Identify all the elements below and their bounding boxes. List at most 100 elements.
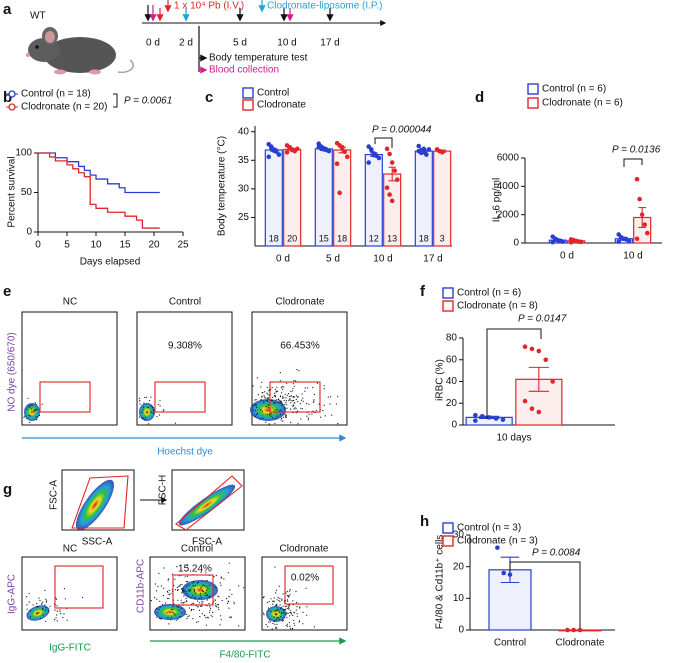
event-dot (170, 619, 172, 621)
event-dot (278, 609, 280, 611)
gate (71, 475, 129, 529)
event-dot (173, 613, 175, 615)
event-dot (186, 565, 188, 567)
event-dot (200, 605, 202, 608)
event-dot (252, 385, 254, 387)
event-dot (276, 608, 278, 610)
data-point (642, 222, 648, 227)
bar (264, 149, 283, 247)
event-dot (318, 403, 320, 405)
event-dot (187, 616, 189, 618)
event-dot (44, 609, 46, 611)
event-dot (157, 403, 159, 406)
event-dot (220, 577, 223, 579)
event-dot (199, 592, 202, 595)
data-point (565, 627, 570, 633)
event-dot (28, 601, 30, 603)
event-dot (186, 600, 188, 603)
event-dot (44, 589, 46, 592)
event-dot (292, 387, 294, 389)
event-dot (180, 599, 182, 601)
event-dot (215, 574, 217, 577)
event-dot (34, 402, 37, 404)
day-label: 10 d (277, 38, 296, 49)
event-dot (289, 625, 291, 628)
y-tick-label: 25 (238, 212, 250, 223)
legend-label: Clodronate (257, 100, 306, 111)
event-dot (273, 601, 275, 603)
event-dot (38, 414, 41, 417)
event-dot (306, 606, 308, 608)
x-tick-label: 0 d (276, 254, 290, 265)
density (75, 479, 236, 531)
event-dot (174, 614, 176, 616)
event-dot (290, 402, 292, 404)
bar (283, 148, 302, 247)
event-dot (279, 410, 281, 412)
event-dot (183, 602, 185, 604)
event-dots (23, 369, 339, 425)
x-tick-label: 10 (90, 240, 102, 251)
event-dot (37, 606, 39, 608)
error-bar (388, 166, 396, 182)
event-dot (284, 608, 286, 610)
event-dot (181, 588, 183, 590)
event-dot (274, 396, 276, 398)
event-dot (219, 624, 221, 626)
event-dot (275, 619, 278, 621)
mouse-label: WT (30, 11, 46, 22)
event-dot (290, 612, 292, 614)
annotation: P = 0.0136 (612, 145, 661, 156)
event-dot (280, 419, 282, 421)
event-dot (281, 401, 283, 403)
event-dot (286, 404, 288, 406)
event-dot (28, 414, 30, 417)
event-dot (217, 595, 219, 597)
legend-test: Body temperature test (209, 53, 308, 64)
legend-label: Control (n = 6) (542, 84, 606, 95)
data-point (271, 148, 277, 153)
event-dot (36, 408, 38, 411)
legend-label: Clodronate (n = 8) (457, 301, 538, 312)
event-dot (261, 381, 263, 383)
event-dot (175, 619, 177, 621)
event-dot (229, 616, 231, 619)
event-dot (188, 607, 190, 609)
event-dot (315, 409, 317, 411)
event-dot (282, 388, 284, 390)
event-dot (306, 387, 309, 389)
event-dot (292, 614, 294, 617)
event-dot (301, 408, 303, 410)
event-dot (202, 584, 204, 586)
event-dot (29, 610, 32, 612)
event-dot (215, 586, 217, 589)
data-point (394, 177, 400, 183)
panel-letter: c (205, 89, 213, 106)
event-dot (293, 622, 295, 625)
event-dot (279, 604, 281, 606)
y-tick-label: 30 (238, 183, 250, 194)
event-dot (31, 408, 33, 410)
data-point (276, 152, 282, 157)
data-point (568, 239, 574, 245)
event-dot (228, 562, 230, 564)
event-dot (255, 409, 257, 412)
event-dot (268, 414, 271, 416)
event-dot (311, 413, 313, 415)
event-dot (293, 612, 296, 614)
data-point (368, 147, 374, 152)
event-dot (283, 617, 285, 619)
event-dot (32, 604, 34, 606)
event-dot (282, 395, 284, 397)
event-dot (278, 585, 280, 587)
event-dot (150, 411, 152, 413)
event-dot (270, 610, 272, 613)
significance-bracket (486, 328, 542, 419)
event-dot (173, 603, 175, 605)
event-dot (288, 604, 291, 606)
event-dot (265, 406, 267, 408)
day-label: 2 d (179, 38, 193, 49)
bar (314, 148, 333, 247)
event-dot (220, 584, 222, 587)
